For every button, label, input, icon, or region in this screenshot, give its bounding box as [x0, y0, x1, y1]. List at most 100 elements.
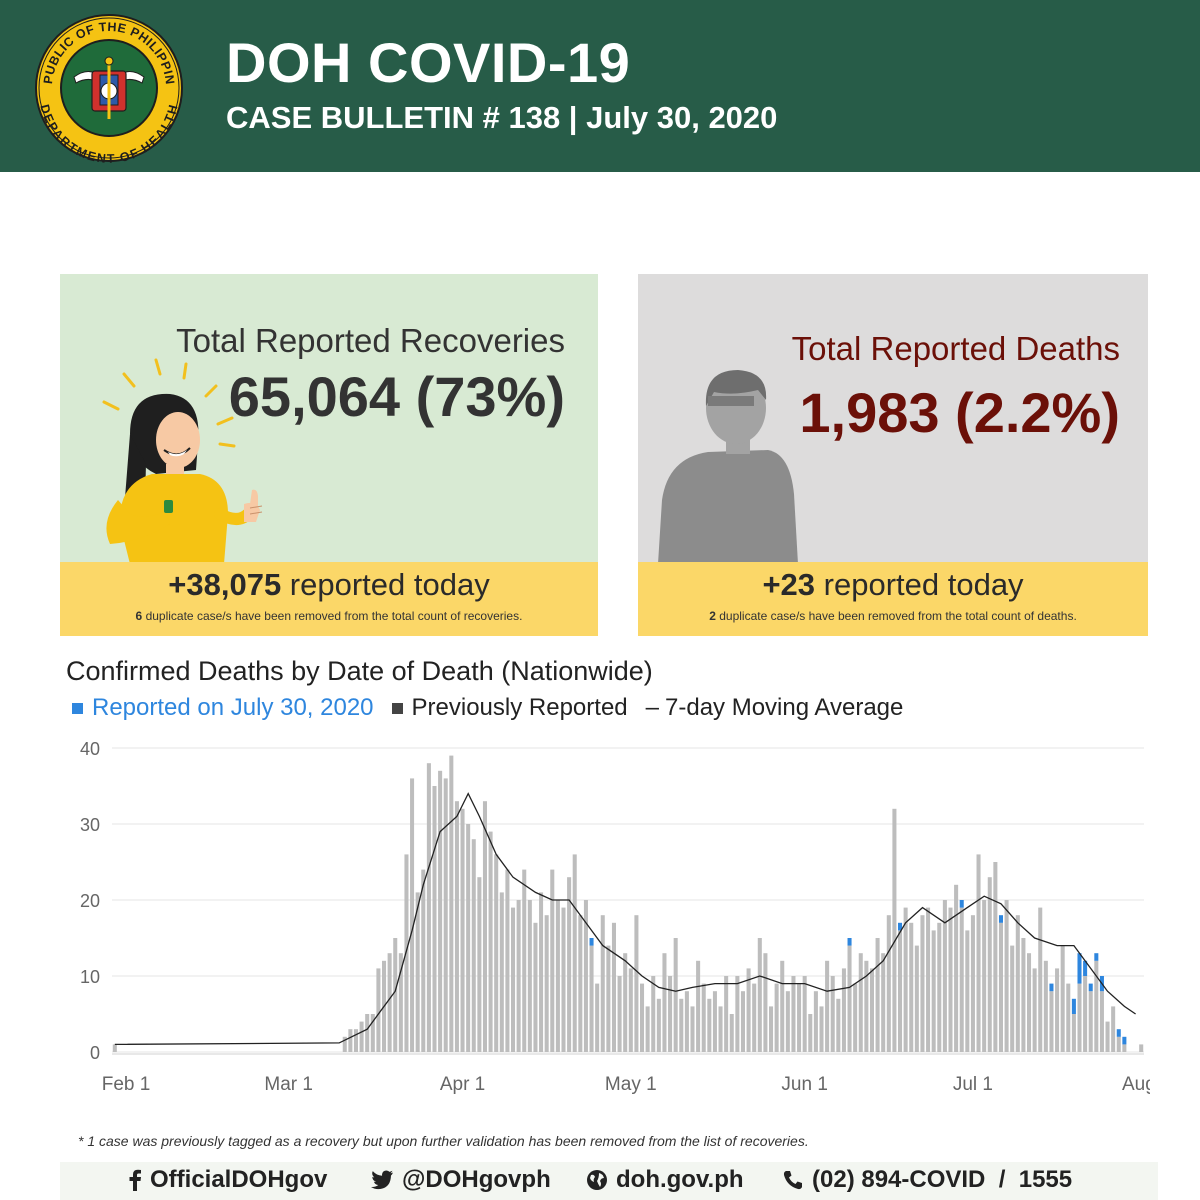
bar-previously-reported: [1060, 945, 1065, 1052]
legend-dash: –: [645, 694, 659, 721]
phone-icon: [782, 1169, 804, 1191]
bar-previously-reported: [752, 983, 757, 1052]
footer-website[interactable]: doh.gov.ph: [586, 1166, 744, 1194]
x-tick-label: Mar 1: [264, 1074, 313, 1095]
bar-previously-reported: [942, 900, 947, 1052]
legend-item-previously: Previously Reported: [391, 694, 628, 722]
bar-previously-reported: [1105, 1021, 1110, 1052]
deaths-duplicate-note: 2 duplicate case/s have been removed fro…: [638, 609, 1148, 623]
bar-previously-reported: [611, 922, 616, 1052]
bar-previously-reported: [656, 998, 661, 1052]
bar-previously-reported: [1077, 983, 1082, 1052]
bar-previously-reported: [729, 1014, 734, 1052]
bar-previously-reported: [370, 1014, 375, 1052]
footer-phone[interactable]: (02) 894-COVID / 1555: [782, 1166, 1072, 1194]
bar-previously-reported: [527, 900, 532, 1052]
bar-previously-reported: [740, 991, 745, 1052]
bar-previously-reported: [735, 976, 740, 1052]
recoveries-duplicate-text: duplicate case/s have been removed from …: [142, 609, 523, 623]
bar-previously-reported: [909, 922, 914, 1052]
bar-previously-reported: [998, 922, 1003, 1052]
bar-previously-reported: [836, 998, 841, 1052]
bar-previously-reported: [494, 854, 499, 1052]
recoveries-duplicate-count: 6: [135, 609, 143, 623]
bar-previously-reported: [825, 960, 830, 1052]
bar-previously-reported: [746, 968, 751, 1052]
bar-reported-today: [1094, 953, 1099, 961]
bar-previously-reported: [875, 938, 880, 1052]
bar-reported-today: [998, 915, 1003, 923]
bar-previously-reported: [600, 915, 605, 1052]
bulletin-subtitle: CASE BULLETIN # 138 | July 30, 2020: [226, 100, 778, 135]
bar-previously-reported: [438, 770, 443, 1052]
x-tick-label: May 1: [605, 1074, 657, 1095]
deaths-label: Total Reported Deaths: [791, 330, 1120, 367]
bar-previously-reported: [1111, 1006, 1116, 1052]
website-url: doh.gov.ph: [616, 1166, 744, 1193]
bar-previously-reported: [617, 976, 622, 1052]
header-bar: REPUBLIC OF THE PHILIPPINES DEPARTMENT O…: [0, 0, 1200, 172]
bar-previously-reported: [1027, 953, 1032, 1052]
bar-previously-reported: [937, 922, 942, 1052]
bar-previously-reported: [567, 877, 572, 1052]
bar-previously-reported: [696, 960, 701, 1052]
legend-swatch-blue: [72, 702, 83, 714]
chart-legend: Reported on July 30, 2020 Previously Rep…: [72, 694, 921, 722]
bar-previously-reported: [931, 930, 936, 1052]
recoveries-panel: Total Reported Recoveries 65,064 (73%) +…: [60, 274, 598, 636]
y-tick-label: 30: [80, 815, 100, 835]
bulletin-title: DOH COVID-19: [226, 31, 631, 94]
bar-previously-reported: [499, 892, 504, 1052]
bar-previously-reported: [449, 755, 454, 1052]
bar-previously-reported: [780, 960, 785, 1052]
twitter-handle: @DOHgovph: [402, 1166, 551, 1193]
bar-previously-reported: [769, 1006, 774, 1052]
phone-numbers: (02) 894-COVID / 1555: [812, 1166, 1073, 1193]
bar-previously-reported: [920, 915, 925, 1052]
deaths-today: +23 reported today: [638, 567, 1148, 603]
bar-previously-reported: [813, 991, 818, 1052]
bar-reported-today: [959, 900, 964, 908]
legend-item-moving-average: – 7-day Moving Average: [646, 694, 904, 722]
deaths-duplicate-count: 2: [709, 609, 716, 623]
y-tick-label: 10: [80, 967, 100, 987]
bar-previously-reported: [477, 877, 482, 1052]
legend-label-reported-today: Reported on July 30, 2020: [92, 694, 374, 721]
recoveries-label: Total Reported Recoveries: [176, 322, 565, 359]
bar-previously-reported: [398, 953, 403, 1052]
bar-previously-reported: [353, 1029, 358, 1052]
facebook-handle: OfficialDOHgov: [150, 1166, 328, 1193]
bar-reported-today: [898, 922, 903, 931]
bar-previously-reported: [898, 930, 903, 1052]
bar-previously-reported: [488, 831, 493, 1052]
footer-facebook[interactable]: OfficialDOHgov: [128, 1166, 327, 1194]
recoveries-today-number: +38,075: [168, 567, 282, 602]
bar-previously-reported: [589, 945, 594, 1052]
bar-previously-reported: [763, 953, 768, 1052]
bar-previously-reported: [1021, 938, 1026, 1052]
bar-previously-reported: [466, 824, 471, 1052]
bar-previously-reported: [376, 968, 381, 1052]
bar-previously-reported: [443, 778, 448, 1052]
footer-twitter[interactable]: @DOHgovph: [370, 1166, 551, 1194]
bar-previously-reported: [976, 854, 981, 1052]
bar-previously-reported: [1088, 991, 1093, 1052]
bar-previously-reported: [690, 1006, 695, 1052]
bar-previously-reported: [965, 930, 970, 1052]
x-tick-label: Jul 1: [953, 1074, 993, 1095]
twitter-icon: [370, 1170, 394, 1190]
recoveries-today-suffix: reported today: [281, 567, 490, 602]
bar-previously-reported: [595, 983, 600, 1052]
bar-previously-reported: [550, 869, 555, 1052]
bar-previously-reported: [892, 808, 897, 1052]
x-tick-label: Jun 1: [781, 1074, 827, 1095]
deaths-panel: Total Reported Deaths 1,983 (2.2%) +23 r…: [638, 274, 1148, 636]
bar-previously-reported: [112, 1044, 117, 1052]
bar-previously-reported: [555, 900, 560, 1052]
bar-previously-reported: [583, 900, 588, 1052]
bar-previously-reported: [651, 976, 656, 1052]
bar-reported-today: [1077, 953, 1082, 984]
bar-previously-reported: [539, 892, 544, 1052]
bar-previously-reported: [421, 869, 426, 1052]
doh-seal-logo: REPUBLIC OF THE PHILIPPINES DEPARTMENT O…: [34, 13, 183, 163]
